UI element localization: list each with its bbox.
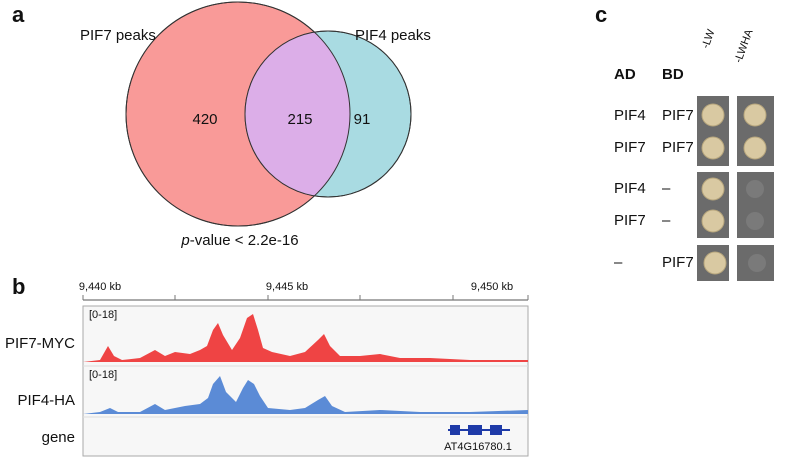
- track-box: [82, 305, 529, 457]
- coord-label: 9,440 kb: [79, 281, 121, 293]
- venn-count: 91: [354, 111, 371, 128]
- gene-name: AT4G16780.1: [444, 441, 512, 453]
- venn-count: 420: [192, 111, 217, 128]
- construct-label: PIF7: [662, 139, 694, 156]
- p-rest: -value < 2.2e-16: [190, 232, 299, 249]
- column-header: -LWHA: [732, 27, 755, 64]
- construct-label: –: [662, 180, 671, 197]
- column-header: BD: [662, 66, 684, 83]
- faint-spots: [746, 180, 766, 272]
- construct-label: PIF7: [614, 139, 646, 156]
- track-range: [0-18]: [89, 369, 117, 381]
- construct-label: PIF7: [662, 107, 694, 124]
- p-italic: p: [180, 232, 189, 249]
- venn-outline: [125, 1, 351, 227]
- set-label: PIF4 peaks: [355, 27, 431, 44]
- coord-label: 9,450 kb: [471, 281, 513, 293]
- track-name: gene: [42, 429, 75, 446]
- venn-outline: [244, 30, 412, 198]
- construct-label: –: [662, 212, 671, 229]
- construct-label: PIF4: [614, 180, 646, 197]
- p-value: p-value < 2.2e-16: [180, 232, 298, 249]
- coord-label: 9,445 kb: [266, 281, 308, 293]
- venn-count: 215: [287, 111, 312, 128]
- gene-model: [448, 425, 510, 435]
- signal-track: [83, 314, 528, 362]
- venn-overlap: [245, 31, 350, 197]
- construct-label: PIF4: [614, 107, 646, 124]
- column-header: AD: [614, 66, 636, 83]
- panel-label: c: [595, 2, 607, 27]
- panel-label: b: [12, 274, 25, 299]
- set-label: PIF7 peaks: [80, 27, 156, 44]
- axis-ticks: [82, 295, 529, 300]
- track-name: PIF4-HA: [17, 392, 75, 409]
- colonies: [701, 103, 767, 275]
- construct-label: PIF7: [614, 212, 646, 229]
- track-range: [0-18]: [89, 309, 117, 321]
- track-name: PIF7-MYC: [5, 335, 75, 352]
- panel-label: a: [12, 2, 25, 27]
- column-header: -LW: [700, 27, 718, 50]
- construct-label: PIF7: [662, 254, 694, 271]
- construct-label: –: [614, 254, 623, 271]
